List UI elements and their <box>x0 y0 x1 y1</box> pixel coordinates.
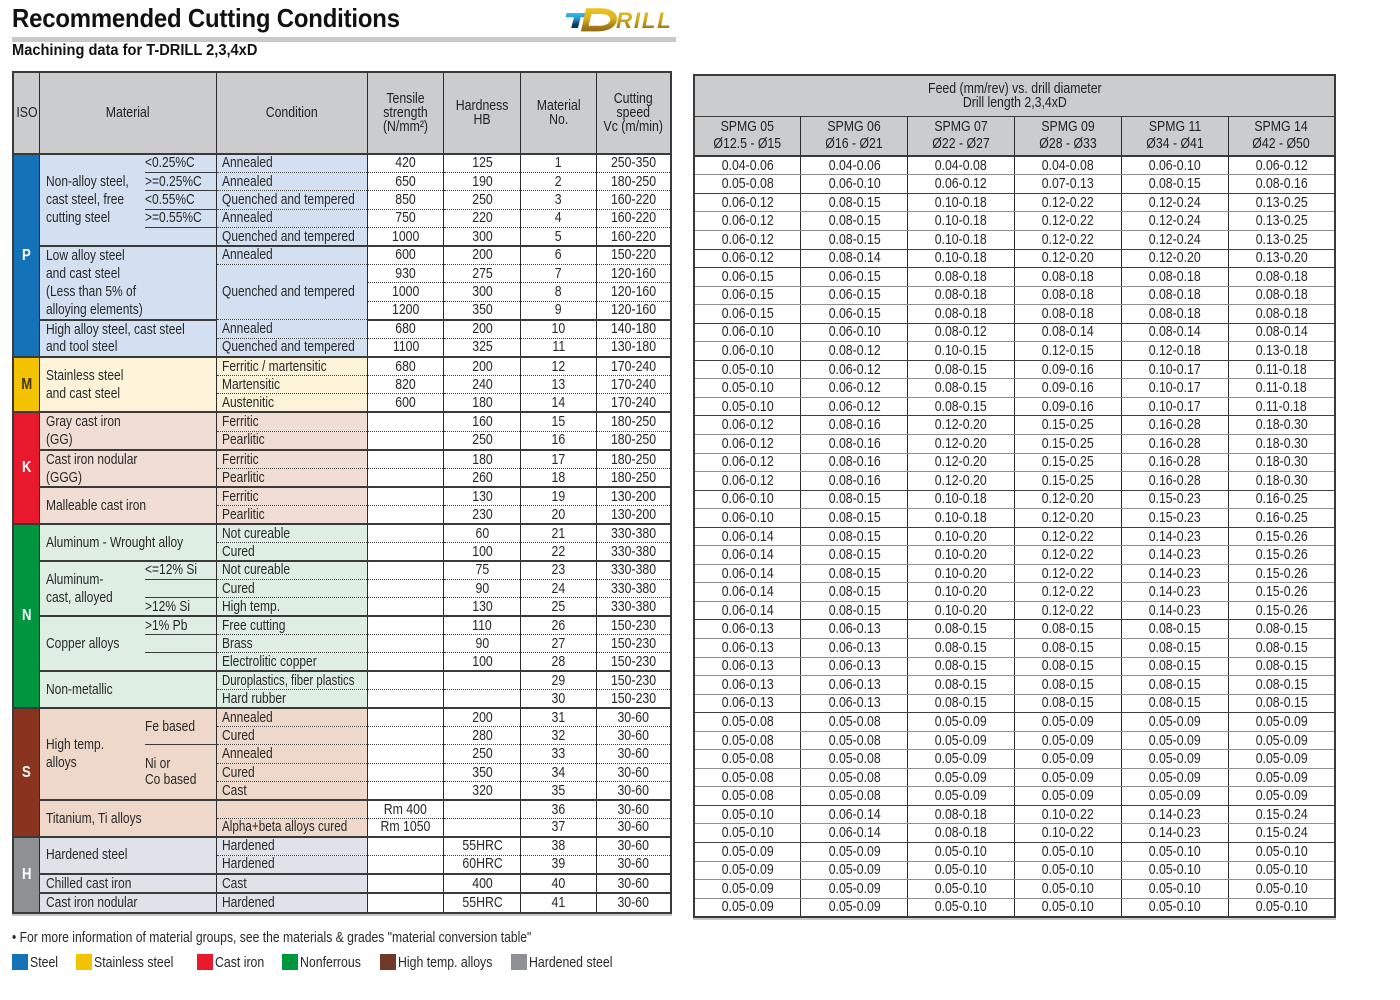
svg-text:RILL: RILL <box>616 8 673 33</box>
